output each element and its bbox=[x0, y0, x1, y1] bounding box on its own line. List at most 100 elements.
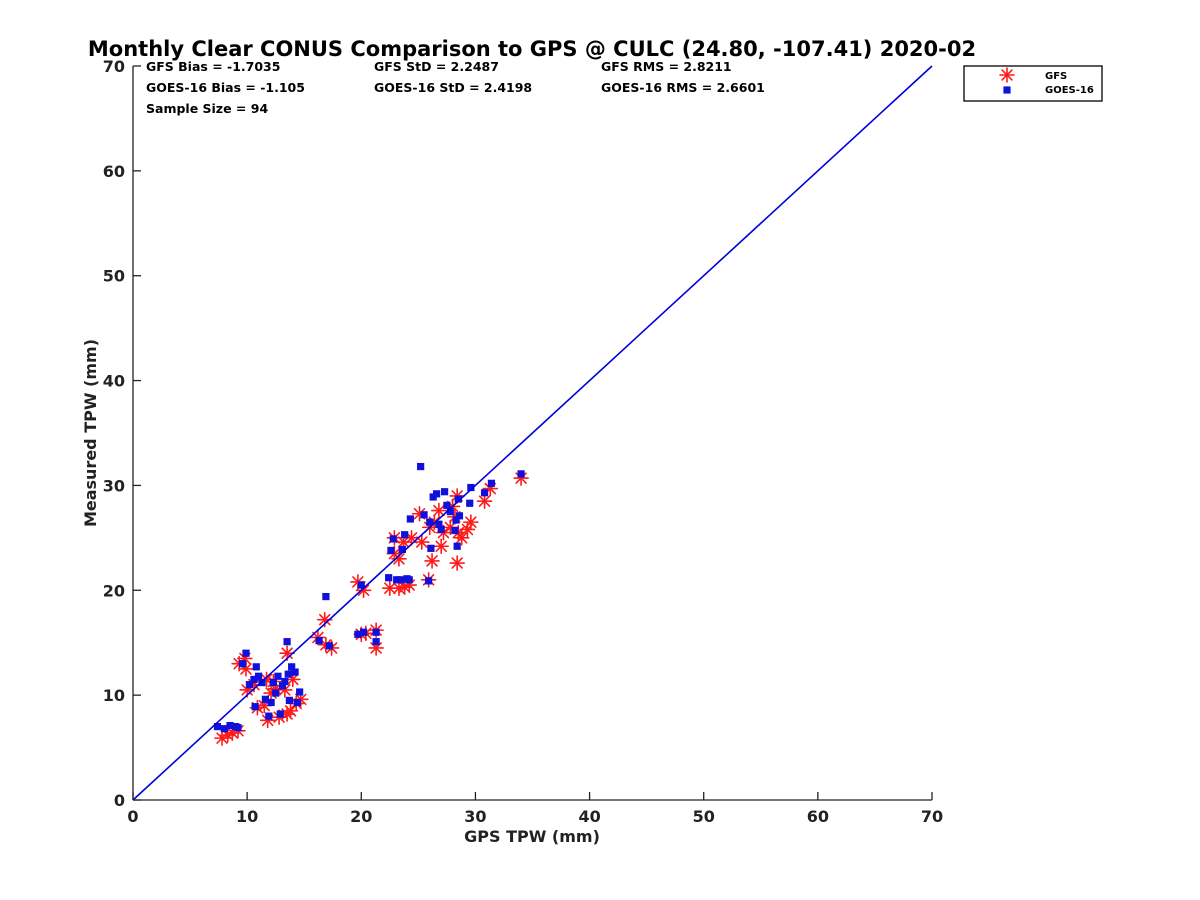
goes16-point bbox=[425, 577, 433, 585]
x-tick-label: 0 bbox=[127, 807, 138, 826]
stat-text-r0-c2: GFS RMS = 2.8211 bbox=[601, 59, 732, 74]
goes16-point bbox=[417, 462, 425, 471]
x-tick-label: 50 bbox=[693, 807, 715, 826]
gfs-point bbox=[476, 493, 493, 509]
goes16-point bbox=[467, 483, 475, 492]
goes16-point bbox=[427, 544, 435, 552]
goes16-point bbox=[226, 721, 234, 730]
goes16-point bbox=[437, 525, 445, 534]
goes16-point bbox=[261, 695, 270, 703]
axis-ticks: 0 10 20 30 40 50 60 70 0 10 20 30 40 50 60 70 bbox=[103, 57, 943, 826]
goes16-point bbox=[454, 495, 462, 503]
goes16-point bbox=[487, 479, 496, 487]
goes16-point bbox=[238, 660, 247, 668]
goes16-point bbox=[276, 710, 284, 718]
gfs-point bbox=[433, 538, 449, 555]
goes16-point bbox=[517, 470, 525, 478]
goes16-point bbox=[441, 488, 449, 496]
goes16-point bbox=[269, 678, 277, 687]
goes16-point bbox=[254, 672, 263, 680]
stat-text-r2-c0: Sample Size = 94 bbox=[146, 101, 268, 116]
y-tick-label: 40 bbox=[103, 372, 125, 391]
goes16-point bbox=[359, 628, 368, 636]
goes16-point bbox=[213, 723, 222, 731]
goes16-point bbox=[420, 511, 428, 519]
series-goes16 bbox=[213, 462, 525, 733]
goes16-point bbox=[387, 546, 395, 555]
goes16-point bbox=[406, 515, 414, 523]
goes16-point bbox=[357, 581, 365, 589]
legend-goes16-marker bbox=[1003, 86, 1011, 94]
goes16-point bbox=[293, 698, 301, 707]
goes16-point bbox=[272, 689, 280, 697]
goes16-point bbox=[250, 675, 258, 684]
legend-box bbox=[963, 65, 1103, 102]
x-tick-label: 60 bbox=[807, 807, 829, 826]
goes16-point bbox=[401, 531, 409, 539]
x-tick-label: 30 bbox=[464, 807, 486, 826]
goes16-point bbox=[322, 592, 330, 601]
x-tick-label: 20 bbox=[350, 807, 372, 826]
gfs-point bbox=[463, 514, 479, 530]
goes16-point bbox=[296, 688, 304, 696]
goes16-point bbox=[281, 677, 289, 686]
goes16-point bbox=[274, 672, 282, 680]
gfs-point bbox=[396, 579, 413, 595]
gfs-point bbox=[413, 534, 430, 550]
goes16-point bbox=[398, 545, 406, 553]
gfs-point bbox=[282, 703, 299, 719]
goes16-point bbox=[251, 703, 259, 711]
goes16-point bbox=[252, 663, 260, 671]
x-tick-label: 10 bbox=[236, 807, 258, 826]
y-tick-label: 30 bbox=[103, 476, 125, 495]
y-tick-label: 50 bbox=[103, 267, 125, 286]
legend-gfs-label: GFS bbox=[1045, 71, 1067, 82]
stats-block: GFS Bias = -1.7035 GFS StD = 2.2487 GFS RM… bbox=[146, 59, 765, 116]
data-marks bbox=[132, 65, 933, 801]
y-tick-label: 60 bbox=[103, 162, 125, 181]
goes16-point bbox=[245, 681, 254, 689]
goes16-point bbox=[466, 499, 474, 507]
goes16-point bbox=[443, 501, 451, 509]
stat-text-r0-c0: GFS Bias = -1.7035 bbox=[146, 59, 280, 74]
goes16-point bbox=[354, 630, 362, 638]
goes16-point bbox=[265, 712, 273, 720]
legend-gfs-marker bbox=[999, 67, 1015, 83]
stat-text-r1-c0: GOES-16 Bias = -1.105 bbox=[146, 80, 305, 95]
goes16-point bbox=[285, 696, 293, 704]
gfs-point bbox=[431, 502, 447, 519]
goes16-point bbox=[283, 638, 291, 646]
goes16-point bbox=[325, 642, 333, 650]
goes16-point bbox=[385, 574, 393, 582]
legend-gfs-symbol bbox=[999, 67, 1015, 83]
goes16-point bbox=[433, 490, 441, 498]
goes16-point bbox=[426, 518, 434, 526]
y-axis-label: Measured TPW (mm) bbox=[81, 339, 100, 527]
goes16-point bbox=[372, 638, 380, 646]
goes16-point bbox=[446, 508, 454, 516]
goes16-point bbox=[455, 512, 464, 520]
chart-title: Monthly Clear CONUS Comparison to GPS @ … bbox=[88, 37, 976, 61]
goes16-point bbox=[315, 637, 323, 645]
goes16-point bbox=[435, 520, 443, 528]
goes16-point bbox=[396, 576, 404, 584]
legend: GFS GOES-16 bbox=[963, 65, 1103, 102]
goes16-point bbox=[453, 542, 461, 550]
y-tick-label: 0 bbox=[114, 791, 125, 810]
x-tick-label: 40 bbox=[578, 807, 600, 826]
goes16-point bbox=[452, 516, 460, 524]
stat-text-r0-c1: GFS StD = 2.2487 bbox=[374, 59, 499, 74]
x-tick-label: 70 bbox=[921, 807, 943, 826]
goes16-point bbox=[480, 489, 489, 497]
gfs-point bbox=[449, 555, 465, 571]
goes16-point bbox=[288, 663, 296, 671]
legend-goes16-symbol bbox=[1003, 86, 1011, 94]
goes16-point bbox=[234, 724, 242, 732]
gfs-point bbox=[391, 551, 407, 567]
y-tick-label: 20 bbox=[103, 581, 125, 600]
gfs-point bbox=[424, 553, 440, 569]
x-axis-label: GPS TPW (mm) bbox=[464, 827, 600, 846]
goes16-point bbox=[291, 668, 299, 676]
